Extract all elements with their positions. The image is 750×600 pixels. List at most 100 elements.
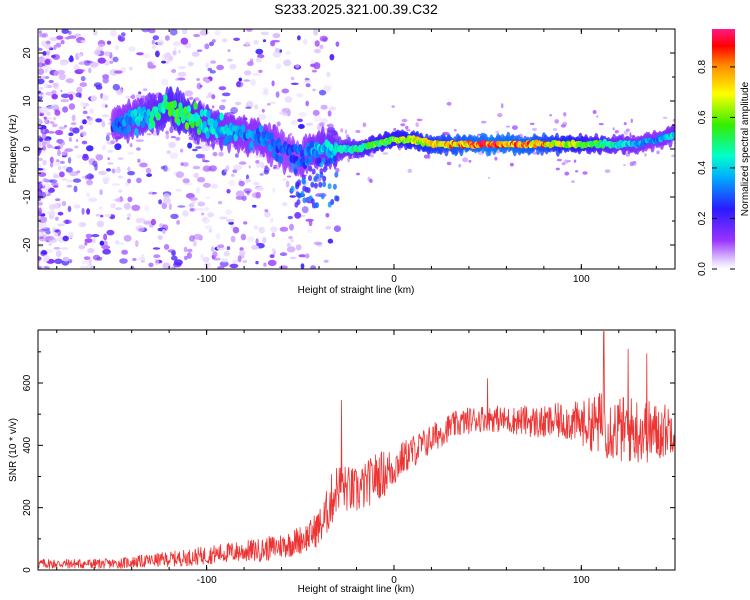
spectrogram-ridge	[110, 86, 675, 178]
spectrogram-noise-blob	[47, 131, 55, 134]
spectrogram-noise-blob	[237, 255, 242, 263]
spectrogram-noise-blob	[183, 246, 188, 253]
spectrogram-noise-blob	[235, 153, 239, 158]
spectrogram-noise-blob	[305, 100, 310, 107]
spectrogram-faint-blob	[327, 123, 334, 129]
spectrogram-noise-blob	[272, 33, 281, 39]
spectrogram-noise-blob	[48, 242, 52, 246]
spectrogram-noise-blob	[254, 104, 259, 110]
spectrogram-noise-blob	[305, 218, 314, 222]
spectrogram-faint-blob	[61, 151, 67, 157]
spectrogram-noise-blob	[285, 180, 290, 188]
spectrogram-noise-blob	[196, 78, 201, 81]
spectrogram-streak-blob	[313, 202, 318, 209]
spectrogram-noise-blob	[298, 112, 307, 117]
spectrogram-streak-blob	[305, 157, 310, 164]
spectrogram-noise-blob	[311, 69, 317, 73]
spectrogram-noise-blob	[81, 140, 88, 145]
spectrogram-noise-blob	[123, 202, 131, 210]
spectrogram-noise-blob	[166, 150, 171, 155]
spectrogram-noise-blob	[48, 204, 56, 211]
spectrogram-noise-blob	[39, 238, 48, 242]
spectrogram-faint-blob	[76, 139, 79, 142]
spectrogram-noise-blob	[107, 162, 114, 165]
spectrogram-noise-blob	[53, 44, 57, 51]
spectrogram-noise-blob	[89, 174, 95, 179]
spectrogram-noise-blob	[177, 71, 187, 77]
spectrogram-noise-blob	[239, 249, 246, 257]
spectrogram-noise-blob	[66, 179, 74, 183]
spectrogram-faint-blob	[672, 118, 675, 122]
spectrogram-noise-blob	[101, 120, 106, 128]
spectrogram-noise-blob	[62, 256, 70, 262]
spectrogram-noise-blob	[161, 78, 169, 86]
spectrogram-noise-blob	[95, 155, 104, 161]
spectrogram-noise-blob	[252, 73, 261, 76]
spectrogram-noise-blob	[62, 165, 68, 170]
ridge-core	[241, 124, 246, 133]
spectrogram-noise-blob	[89, 108, 94, 114]
spectrogram-noise-blob	[285, 51, 291, 55]
spectrogram-noise-blob	[218, 86, 227, 91]
spectrogram-noise-blob	[56, 159, 60, 163]
spectrogram-noise-blob	[169, 126, 174, 134]
spectrogram-noise-blob	[129, 66, 133, 71]
spectrogram-noise-blob	[107, 149, 114, 153]
spectrogram-noise-blob	[58, 73, 66, 81]
spectrogram-noise-blob	[189, 235, 195, 242]
spectrogram-noise-blob	[82, 119, 87, 125]
spectrogram-noise-blob	[137, 158, 141, 163]
spectrogram-noise-blob	[189, 208, 195, 212]
spectrogram-noise-blob	[59, 160, 65, 164]
spectrogram-noise-blob	[92, 160, 98, 167]
spectrogram-noise-blob	[117, 157, 124, 161]
ridge-core	[227, 134, 233, 143]
spectrogram-faint-blob	[130, 95, 133, 99]
spectrogram-noise-blob	[101, 94, 109, 101]
spectrogram-noise-blob	[279, 252, 288, 257]
spectrogram-noise-blob	[305, 83, 311, 88]
spectrogram-noise-blob	[45, 235, 55, 241]
spectrogram-noise-blob	[78, 61, 85, 65]
spectrogram-noise-blob	[54, 198, 61, 202]
spectrogram-streak-blob	[322, 181, 327, 188]
spectrogram-faint-blob	[626, 128, 630, 132]
ridge-core	[309, 140, 314, 149]
spectrogram-noise-blob	[219, 261, 229, 267]
spectrogram-faint-blob	[446, 101, 452, 106]
spectrogram-noise-blob	[290, 119, 298, 126]
spectrogram-faint-blob	[629, 132, 632, 137]
colorbar-gradient	[712, 29, 735, 269]
ridge-core	[163, 93, 168, 102]
spectrogram-noise-blob	[232, 226, 240, 234]
spectrogram-noise-blob	[86, 60, 93, 64]
spectrogram-noise-blob	[165, 60, 169, 65]
spectrogram-noise-blob	[211, 183, 218, 189]
spectrogram-noise-blob	[82, 155, 89, 161]
spectrogram-noise-blob	[110, 203, 116, 209]
spectrogram-faint-blob	[575, 170, 579, 173]
ridge-core	[199, 109, 205, 118]
spectrogram-noise-blob	[271, 248, 276, 252]
spectrogram-noise-blob	[112, 183, 121, 186]
spectrogram-noise-blob	[228, 179, 236, 187]
spectrogram-noise-blob	[258, 69, 263, 73]
spectrogram-faint-blob	[563, 159, 569, 164]
spectrogram-faint-blob	[391, 105, 396, 108]
spectrogram-faint-blob	[86, 116, 91, 119]
spectrogram-noise-blob	[297, 35, 301, 41]
spectrogram-noise-blob	[131, 94, 136, 100]
spectrogram-noise-blob	[127, 171, 135, 176]
colorbar-tick-label: 0.2	[697, 211, 708, 225]
spectrogram-noise-blob	[44, 58, 52, 66]
colorbar-tick-label: 0.8	[697, 60, 708, 74]
spectrogram-noise-blob	[228, 221, 234, 225]
spectrogram-noise-blob	[261, 108, 265, 113]
spectrogram-noise-blob	[333, 225, 341, 232]
spectrogram-noise-blob	[169, 152, 178, 159]
spectrogram-noise-blob	[256, 186, 265, 191]
spectrogram-noise-blob	[233, 37, 241, 41]
spectrogram-noise-blob	[313, 241, 323, 246]
spectrogram-noise-blob	[312, 88, 316, 92]
spectrogram-noise-blob	[38, 56, 45, 63]
